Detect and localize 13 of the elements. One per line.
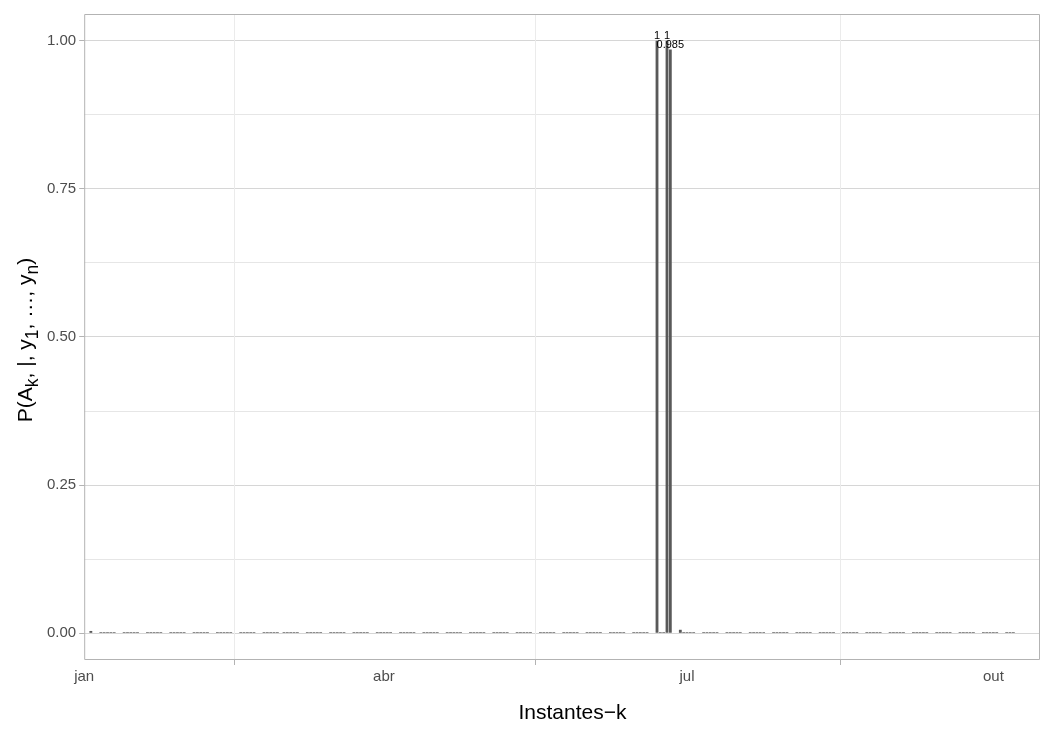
y-tick-label: 1.00 <box>46 30 77 48</box>
x-axis-title: Instantes−k <box>517 700 628 724</box>
x-tick-label: jan <box>73 667 95 685</box>
y-tick-label: 0.00 <box>46 623 77 641</box>
y-tick-label: 0.25 <box>46 475 77 493</box>
x-tick-label: out <box>982 667 1005 685</box>
bar <box>678 629 682 633</box>
y-tick-label: 0.50 <box>46 327 77 345</box>
annotation: 1 <box>653 29 661 42</box>
y-tick-label: 0.75 <box>46 178 77 196</box>
x-tick-label: jul <box>678 667 695 685</box>
bar <box>668 49 672 633</box>
x-tick-label: abr <box>373 667 395 685</box>
